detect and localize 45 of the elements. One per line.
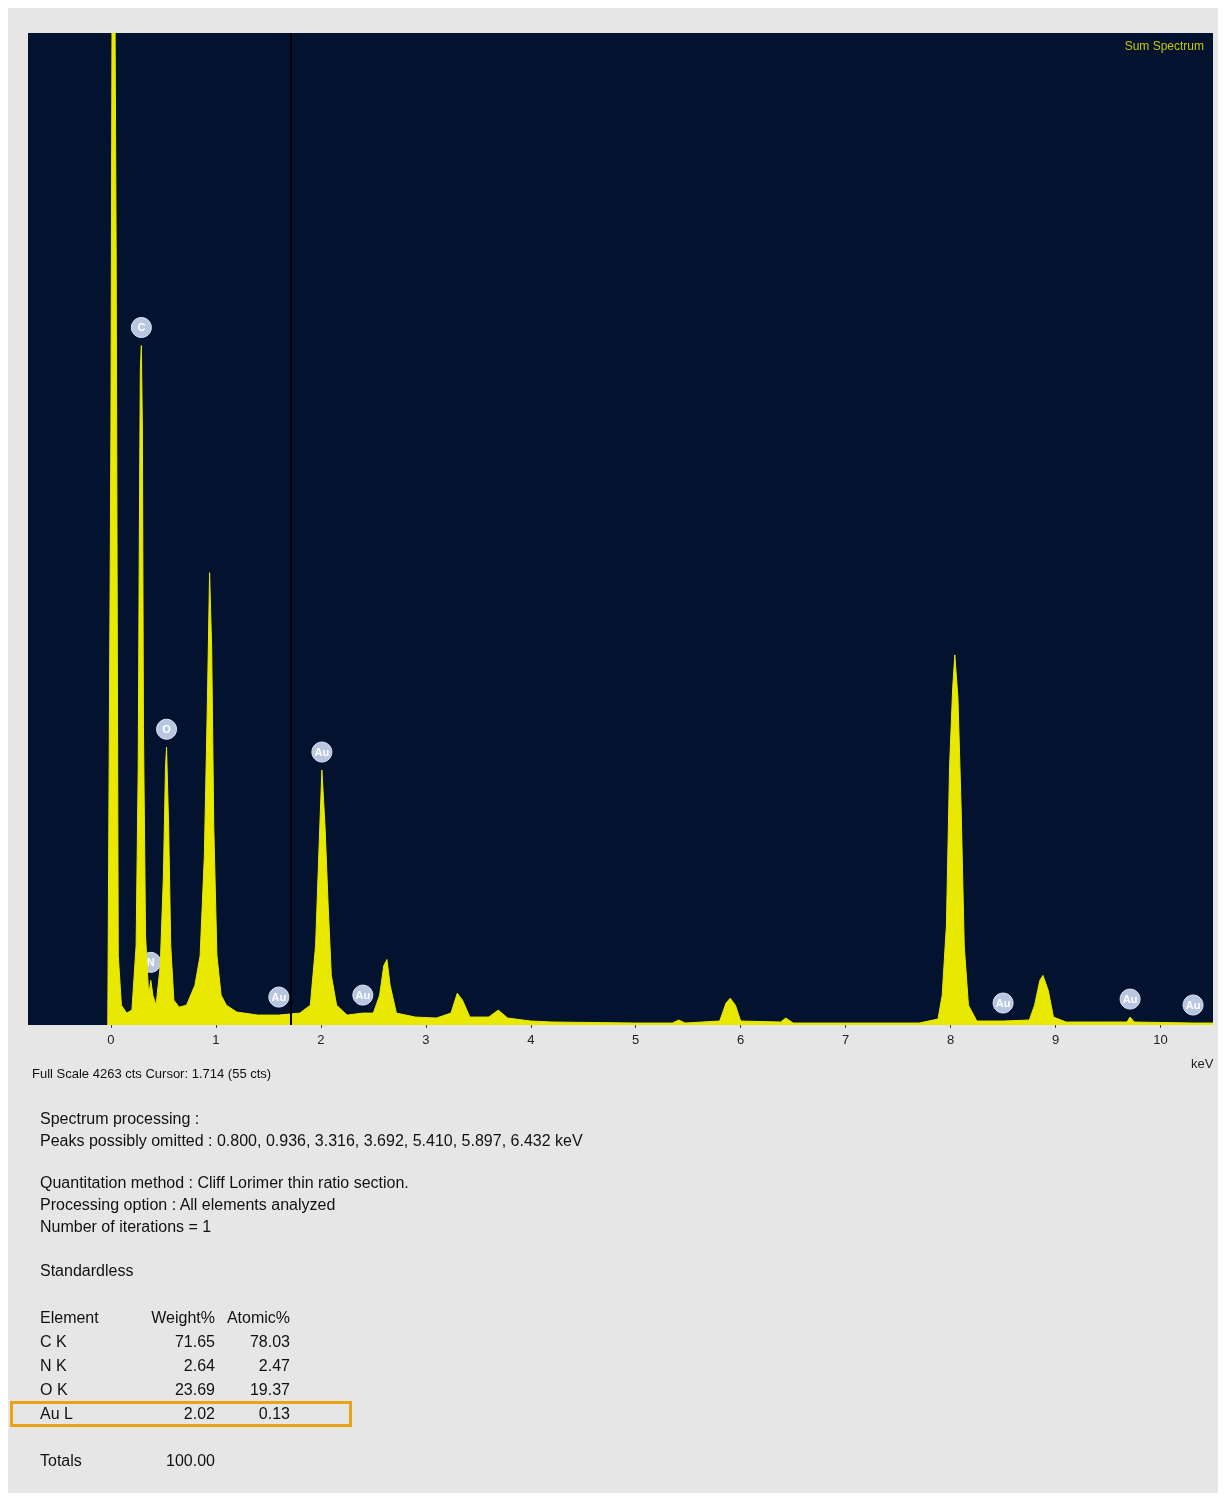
x-tick-label: 4	[527, 1032, 535, 1047]
x-tick-label: 6	[737, 1032, 745, 1047]
x-tick-label: 0	[107, 1032, 115, 1047]
text: Standardless	[40, 1261, 135, 1281]
x-tick-label: 10	[1153, 1032, 1168, 1047]
text: Atomic%	[225, 1308, 290, 1328]
text: 19.37	[248, 1380, 290, 1400]
x-tick-label: 9	[1051, 1032, 1060, 1047]
text: Quantitation method : Cliff Lorimer thin ratio section.	[40, 1173, 410, 1193]
x-tick-label: 8	[946, 1032, 955, 1047]
annotation: O	[162, 723, 172, 736]
text: 78.03	[248, 1332, 290, 1352]
text: Processing option : All elements analyzed	[40, 1195, 337, 1215]
text: 0.13	[257, 1404, 290, 1424]
annotation: C	[137, 321, 146, 334]
text: Peaks possibly omitted : 0.800, 0.936, 3.316, 3.692, 5.410, 5.897, 6.432 keV	[40, 1131, 583, 1151]
text: Spectrum processing :	[40, 1109, 201, 1129]
x-tick-label: 2	[317, 1032, 325, 1047]
x-axis-title: keV	[1191, 1056, 1214, 1071]
annotation: Au	[995, 997, 1011, 1010]
text: Weight%	[150, 1308, 215, 1328]
annotation: Sum Spectrum	[1124, 39, 1204, 53]
annotation: Au	[271, 991, 287, 1004]
text: O K	[40, 1380, 69, 1400]
text: 71.65	[173, 1332, 215, 1352]
text: Number of iterations = 1	[40, 1217, 213, 1237]
text: 2.64	[182, 1356, 215, 1376]
text: C K	[40, 1332, 68, 1352]
text: 2.02	[182, 1404, 215, 1424]
x-tick-label: 5	[632, 1032, 640, 1047]
annotation: Au	[1122, 993, 1138, 1006]
text: Element	[40, 1308, 100, 1328]
text: 2.47	[257, 1356, 290, 1376]
text: N K	[40, 1356, 68, 1376]
text: Totals	[40, 1451, 83, 1471]
text: Full Scale 4263 cts Cursor: 1.714 (55 cts)	[32, 1066, 272, 1081]
text: 23.69	[173, 1380, 215, 1400]
x-tick-label: 3	[422, 1032, 430, 1047]
x-tick-label: 7	[842, 1032, 850, 1047]
annotation: Au	[1185, 999, 1201, 1012]
annotation: Au	[355, 989, 371, 1002]
text: 100.00	[165, 1451, 215, 1471]
text: Au L	[40, 1404, 74, 1424]
x-tick-label: 1	[212, 1032, 220, 1047]
annotation: Au	[314, 746, 330, 759]
